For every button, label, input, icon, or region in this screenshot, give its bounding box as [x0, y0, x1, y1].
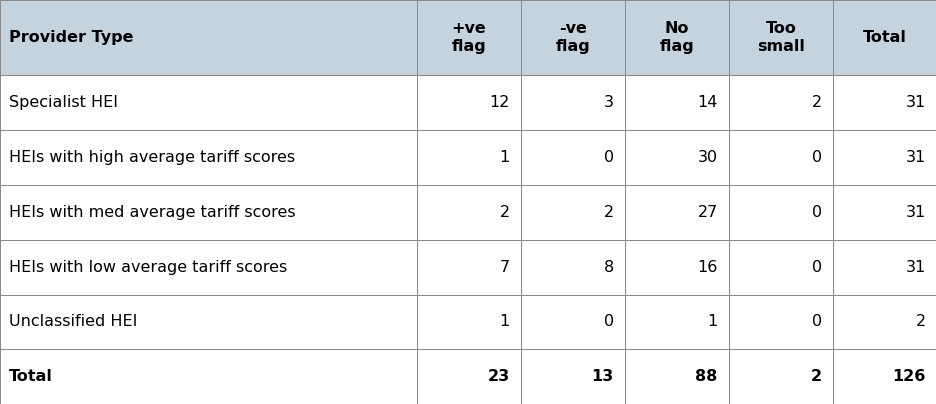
- Text: 2: 2: [499, 204, 509, 220]
- Bar: [520, 130, 624, 185]
- Bar: [417, 130, 520, 185]
- Bar: [520, 75, 624, 130]
- Text: Specialist HEI: Specialist HEI: [9, 95, 118, 110]
- Text: 7: 7: [499, 259, 509, 275]
- Bar: [0, 295, 417, 349]
- Text: 23: 23: [487, 369, 509, 385]
- Bar: [728, 130, 832, 185]
- Text: 31: 31: [904, 204, 925, 220]
- Text: 1: 1: [499, 314, 509, 330]
- Text: 31: 31: [904, 259, 925, 275]
- Text: Too
small: Too small: [756, 21, 804, 54]
- Text: 27: 27: [696, 204, 717, 220]
- Bar: [520, 185, 624, 240]
- Text: 16: 16: [696, 259, 717, 275]
- Bar: [417, 75, 520, 130]
- Bar: [832, 75, 936, 130]
- Bar: [417, 185, 520, 240]
- Bar: [624, 295, 728, 349]
- Text: HEIs with med average tariff scores: HEIs with med average tariff scores: [9, 204, 296, 220]
- Text: 126: 126: [891, 369, 925, 385]
- Text: Unclassified HEI: Unclassified HEI: [9, 314, 138, 330]
- Bar: [520, 295, 624, 349]
- Text: 31: 31: [904, 149, 925, 165]
- Text: 0: 0: [603, 314, 613, 330]
- Text: +ve
flag: +ve flag: [451, 21, 486, 54]
- Text: 0: 0: [811, 259, 821, 275]
- Bar: [832, 130, 936, 185]
- Bar: [417, 295, 520, 349]
- Text: HEIs with low average tariff scores: HEIs with low average tariff scores: [9, 259, 287, 275]
- Bar: [624, 75, 728, 130]
- Text: 88: 88: [695, 369, 717, 385]
- Bar: [0, 75, 417, 130]
- Bar: [624, 240, 728, 295]
- Bar: [832, 349, 936, 404]
- Text: HEIs with high average tariff scores: HEIs with high average tariff scores: [9, 149, 295, 165]
- Text: 0: 0: [811, 149, 821, 165]
- Bar: [520, 0, 624, 75]
- Bar: [0, 349, 417, 404]
- Text: 2: 2: [810, 369, 821, 385]
- Text: 2: 2: [811, 95, 821, 110]
- Bar: [728, 349, 832, 404]
- Text: 13: 13: [591, 369, 613, 385]
- Bar: [832, 185, 936, 240]
- Bar: [520, 240, 624, 295]
- Text: Total: Total: [862, 30, 906, 45]
- Bar: [417, 0, 520, 75]
- Bar: [728, 0, 832, 75]
- Text: No
flag: No flag: [659, 21, 694, 54]
- Text: 30: 30: [697, 149, 717, 165]
- Text: -ve
flag: -ve flag: [555, 21, 590, 54]
- Text: 3: 3: [603, 95, 613, 110]
- Bar: [624, 130, 728, 185]
- Bar: [624, 349, 728, 404]
- Bar: [520, 349, 624, 404]
- Bar: [0, 130, 417, 185]
- Text: 8: 8: [603, 259, 613, 275]
- Text: Provider Type: Provider Type: [9, 30, 134, 45]
- Bar: [0, 185, 417, 240]
- Bar: [832, 240, 936, 295]
- Bar: [728, 185, 832, 240]
- Bar: [728, 295, 832, 349]
- Bar: [832, 295, 936, 349]
- Text: Total: Total: [9, 369, 53, 385]
- Text: 2: 2: [914, 314, 925, 330]
- Bar: [624, 0, 728, 75]
- Bar: [624, 185, 728, 240]
- Bar: [728, 240, 832, 295]
- Bar: [417, 349, 520, 404]
- Text: 14: 14: [696, 95, 717, 110]
- Text: 0: 0: [811, 314, 821, 330]
- Text: 1: 1: [499, 149, 509, 165]
- Bar: [0, 0, 417, 75]
- Bar: [728, 75, 832, 130]
- Bar: [417, 240, 520, 295]
- Text: 0: 0: [811, 204, 821, 220]
- Bar: [0, 240, 417, 295]
- Bar: [832, 0, 936, 75]
- Text: 31: 31: [904, 95, 925, 110]
- Text: 12: 12: [489, 95, 509, 110]
- Text: 1: 1: [707, 314, 717, 330]
- Text: 0: 0: [603, 149, 613, 165]
- Text: 2: 2: [603, 204, 613, 220]
